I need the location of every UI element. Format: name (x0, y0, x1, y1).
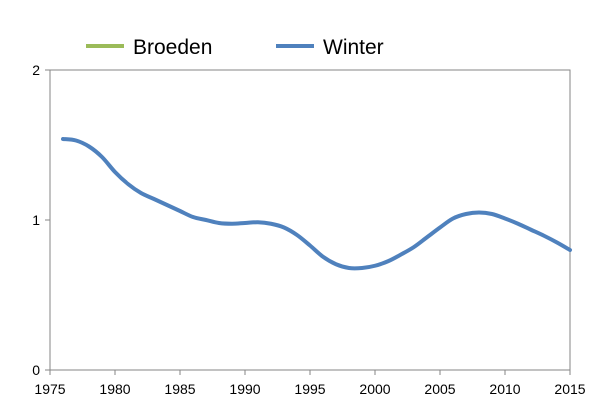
x-axis-tick-labels: 1975 1980 1985 1990 1995 2000 2005 2010 2015 (34, 381, 585, 397)
x-tick-label-2000: 2000 (359, 381, 390, 397)
plot-area (49, 69, 571, 371)
series-line-winter (61, 137, 572, 271)
y-tick-label-0: 0 (32, 362, 40, 378)
legend-label-winter: Winter (323, 36, 384, 59)
legend-item-winter: Winter (276, 36, 384, 59)
x-tick-label-1990: 1990 (229, 381, 260, 397)
x-tick-label-1985: 1985 (164, 381, 195, 397)
x-tick-label-2010: 2010 (489, 381, 520, 397)
y-axis-tick-labels: 0 1 2 (32, 62, 40, 378)
legend-item-broeden: Broeden (86, 36, 212, 59)
x-axis-ticks (49, 370, 571, 375)
x-tick-label-2015: 2015 (554, 381, 585, 397)
x-tick-label-1995: 1995 (294, 381, 325, 397)
legend: Broeden Winter (86, 36, 384, 59)
x-tick-label-1980: 1980 (99, 381, 130, 397)
legend-label-broeden: Broeden (133, 36, 212, 59)
y-tick-label-2: 2 (32, 62, 40, 78)
x-tick-label-2005: 2005 (424, 381, 455, 397)
series-lines (61, 137, 572, 271)
x-tick-label-1975: 1975 (34, 381, 65, 397)
y-axis-ticks (45, 69, 50, 371)
y-tick-label-1: 1 (32, 212, 40, 228)
